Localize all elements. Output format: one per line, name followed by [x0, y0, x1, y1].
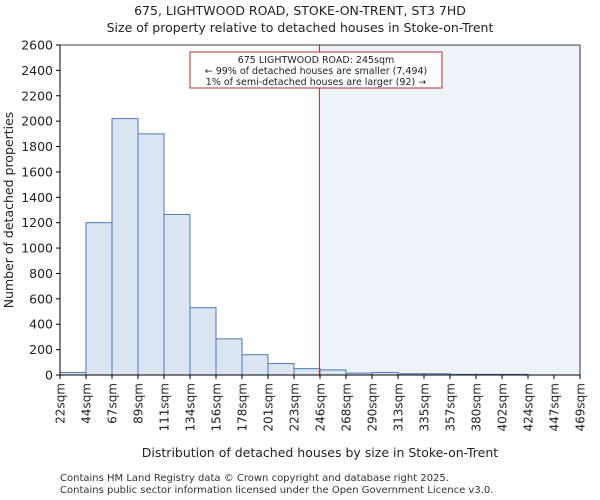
y-tick-label-2400: 2400 [21, 63, 53, 78]
x-tick-label-290sqm: 290sqm [366, 383, 380, 431]
x-tick-label-246sqm: 246sqm [314, 383, 328, 431]
bar-89sqm [137, 133, 165, 376]
x-tick-label-156sqm: 156sqm [210, 383, 224, 431]
x-tick-label-424sqm: 424sqm [522, 383, 536, 431]
x-tick-label-268sqm: 268sqm [340, 383, 354, 431]
footer-copyright: Contains HM Land Registry data © Crown c… [60, 473, 449, 484]
y-tick-label-200: 200 [29, 342, 53, 357]
x-tick-label-223sqm: 223sqm [288, 383, 302, 431]
x-tick-label-178sqm: 178sqm [236, 383, 250, 431]
x-tick-label-44sqm: 44sqm [80, 383, 94, 424]
larger-region-shade [319, 45, 580, 375]
chart-subtitle: Size of property relative to detached ho… [106, 20, 494, 35]
x-tick-label-447sqm: 447sqm [548, 383, 562, 431]
annotation-line-2: ← 99% of detached houses are smaller (7,… [205, 66, 428, 77]
y-axis-label: Number of detached properties [1, 112, 16, 309]
x-tick-label-380sqm: 380sqm [470, 383, 484, 431]
x-tick-label-313sqm: 313sqm [392, 383, 406, 431]
y-tick-label-800: 800 [29, 266, 53, 281]
chart-title: 675, LIGHTWOOD ROAD, STOKE-ON-TRENT, ST3… [134, 3, 466, 18]
y-tick-label-1200: 1200 [21, 215, 53, 230]
annotation-box [189, 51, 443, 89]
bar-223sqm [293, 368, 321, 376]
x-tick-label-469sqm: 469sqm [574, 383, 588, 431]
annotation-line-3: 1% of semi-detached houses are larger (9… [206, 77, 426, 88]
y-tick-label-1600: 1600 [21, 164, 53, 179]
bar-201sqm [267, 363, 295, 376]
y-tick-label-1400: 1400 [21, 190, 53, 205]
bar-44sqm [85, 222, 113, 376]
bar-246sqm [319, 369, 347, 376]
y-tick-label-2200: 2200 [21, 88, 53, 103]
footer-licence: Contains public sector information licen… [60, 485, 494, 496]
x-tick-label-402sqm: 402sqm [496, 383, 510, 431]
x-tick-label-89sqm: 89sqm [132, 383, 146, 424]
bar-67sqm [111, 118, 139, 376]
x-tick-label-357sqm: 357sqm [444, 383, 458, 431]
y-tick-label-600: 600 [29, 291, 53, 306]
x-tick-label-67sqm: 67sqm [106, 383, 120, 424]
x-tick-label-134sqm: 134sqm [184, 383, 198, 431]
x-tick-label-111sqm: 111sqm [158, 383, 172, 431]
y-tick-label-1000: 1000 [21, 241, 53, 256]
bar-111sqm [163, 213, 191, 376]
y-tick-label-2000: 2000 [21, 114, 53, 129]
y-tick-label-0: 0 [45, 368, 53, 383]
y-tick-label-1800: 1800 [21, 139, 53, 154]
x-axis-label: Distribution of detached houses by size … [142, 445, 498, 460]
bar-178sqm [241, 354, 269, 376]
y-tick-label-2600: 2600 [21, 38, 53, 53]
x-tick-label-335sqm: 335sqm [418, 383, 432, 431]
annotation-line-1: 675 LIGHTWOOD ROAD: 245sqm [238, 55, 395, 66]
x-tick-label-22sqm: 22sqm [54, 383, 68, 424]
bar-134sqm [189, 307, 217, 376]
y-tick-label-400: 400 [29, 317, 53, 332]
bar-156sqm [215, 338, 243, 376]
x-tick-label-201sqm: 201sqm [262, 383, 276, 431]
